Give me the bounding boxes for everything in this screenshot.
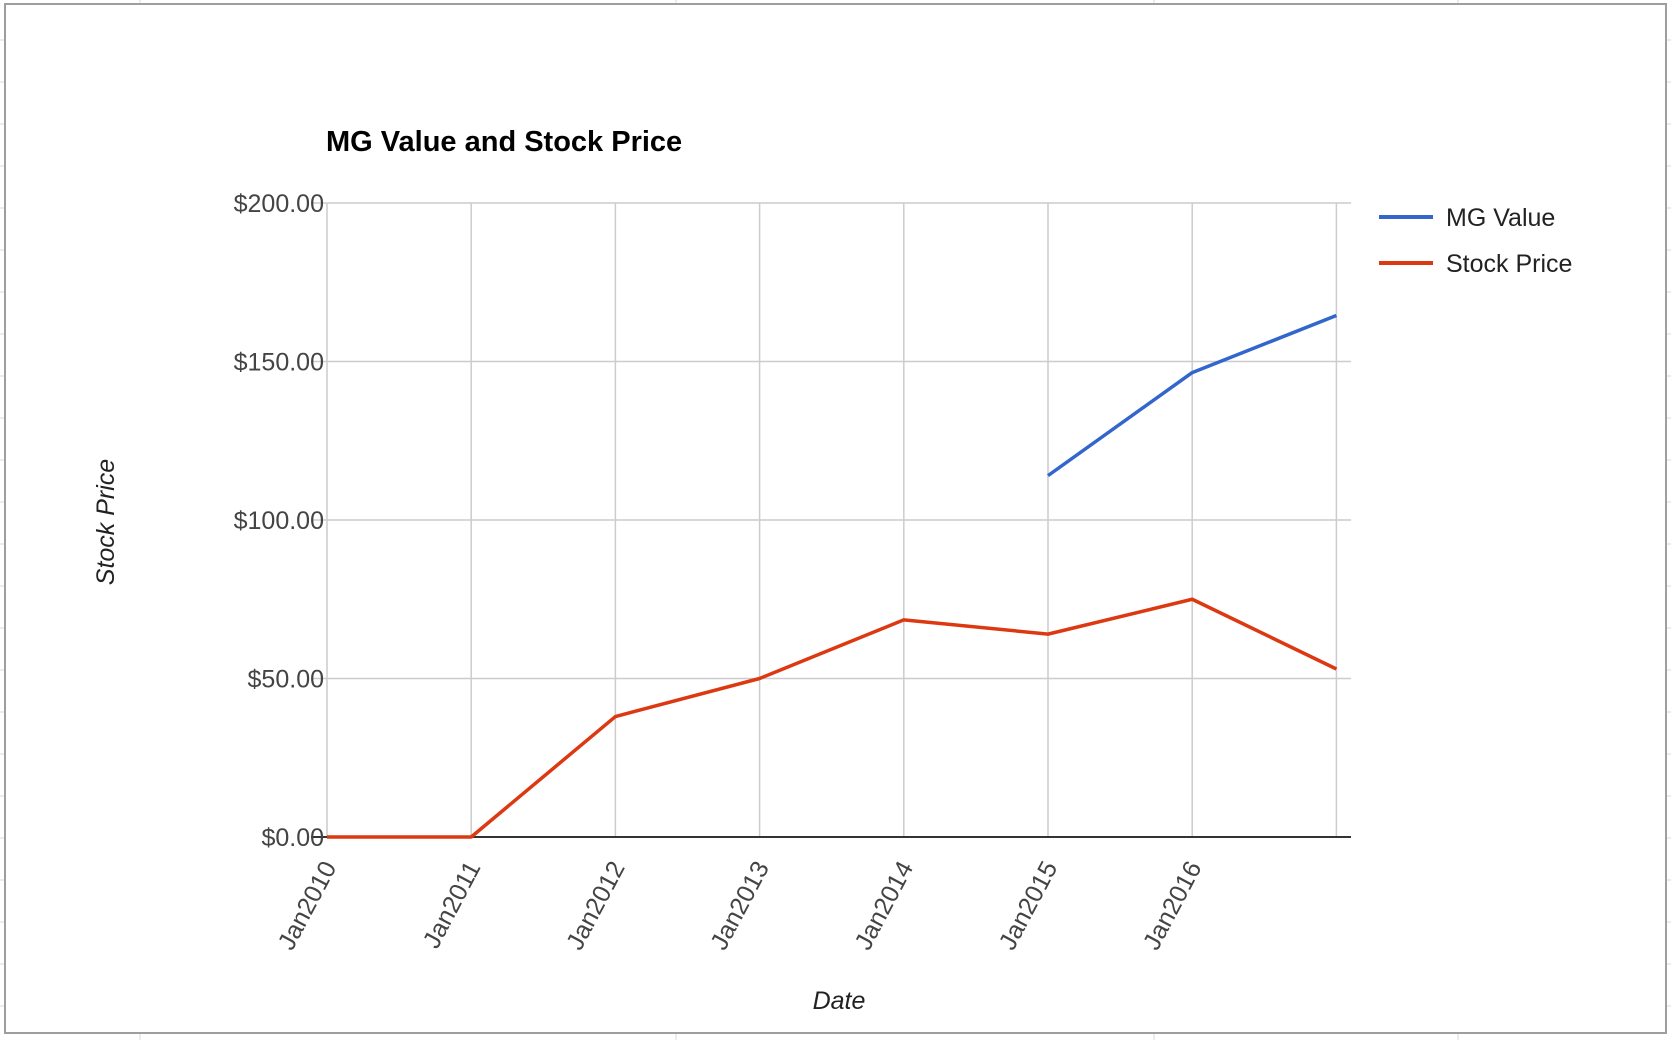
y-tick-label: $200.00 (234, 190, 324, 218)
y-tick-label: $50.00 (248, 666, 324, 694)
y-axis-title: Stock Price (92, 459, 120, 585)
legend-label: MG Value (1446, 204, 1555, 232)
chart-title: MG Value and Stock Price (326, 126, 682, 158)
x-tick-label: Jan2013 (705, 857, 775, 955)
series-line-stock-price[interactable] (327, 597, 1338, 839)
x-tick-label: Jan2010 (273, 857, 343, 955)
y-tick-label: $150.00 (234, 349, 324, 377)
x-tick-label: Jan2011 (418, 857, 487, 953)
x-tick-label: Jan2012 (561, 857, 631, 955)
series-lines (327, 313, 1338, 839)
x-tick-label: Jan2014 (849, 857, 919, 955)
y-tick-label: $0.00 (261, 824, 324, 852)
chart-frame[interactable]: MG Value and Stock Price $0.00 $50.00 $100… (4, 3, 1667, 1034)
x-axis-tick-labels: Jan2010 Jan2011 Jan2012 Jan2013 Jan2014 Jan20… (273, 857, 1208, 955)
y-tick-label: $100.00 (234, 507, 324, 535)
legend-label: Stock Price (1446, 250, 1572, 278)
legend[interactable]: MG Value Stock Price (1379, 204, 1572, 278)
y-axis-tick-labels: $0.00 $50.00 $100.00 $150.00 $200.00 (234, 190, 324, 852)
gridlines (311, 202, 1351, 838)
series-line-mg-value[interactable] (1046, 313, 1338, 478)
x-axis-title: Date (813, 987, 866, 1015)
line-chart: MG Value and Stock Price $0.00 $50.00 $100… (92, 126, 1572, 1015)
x-tick-label: Jan2016 (1138, 857, 1208, 955)
x-tick-label: Jan2015 (994, 857, 1064, 955)
